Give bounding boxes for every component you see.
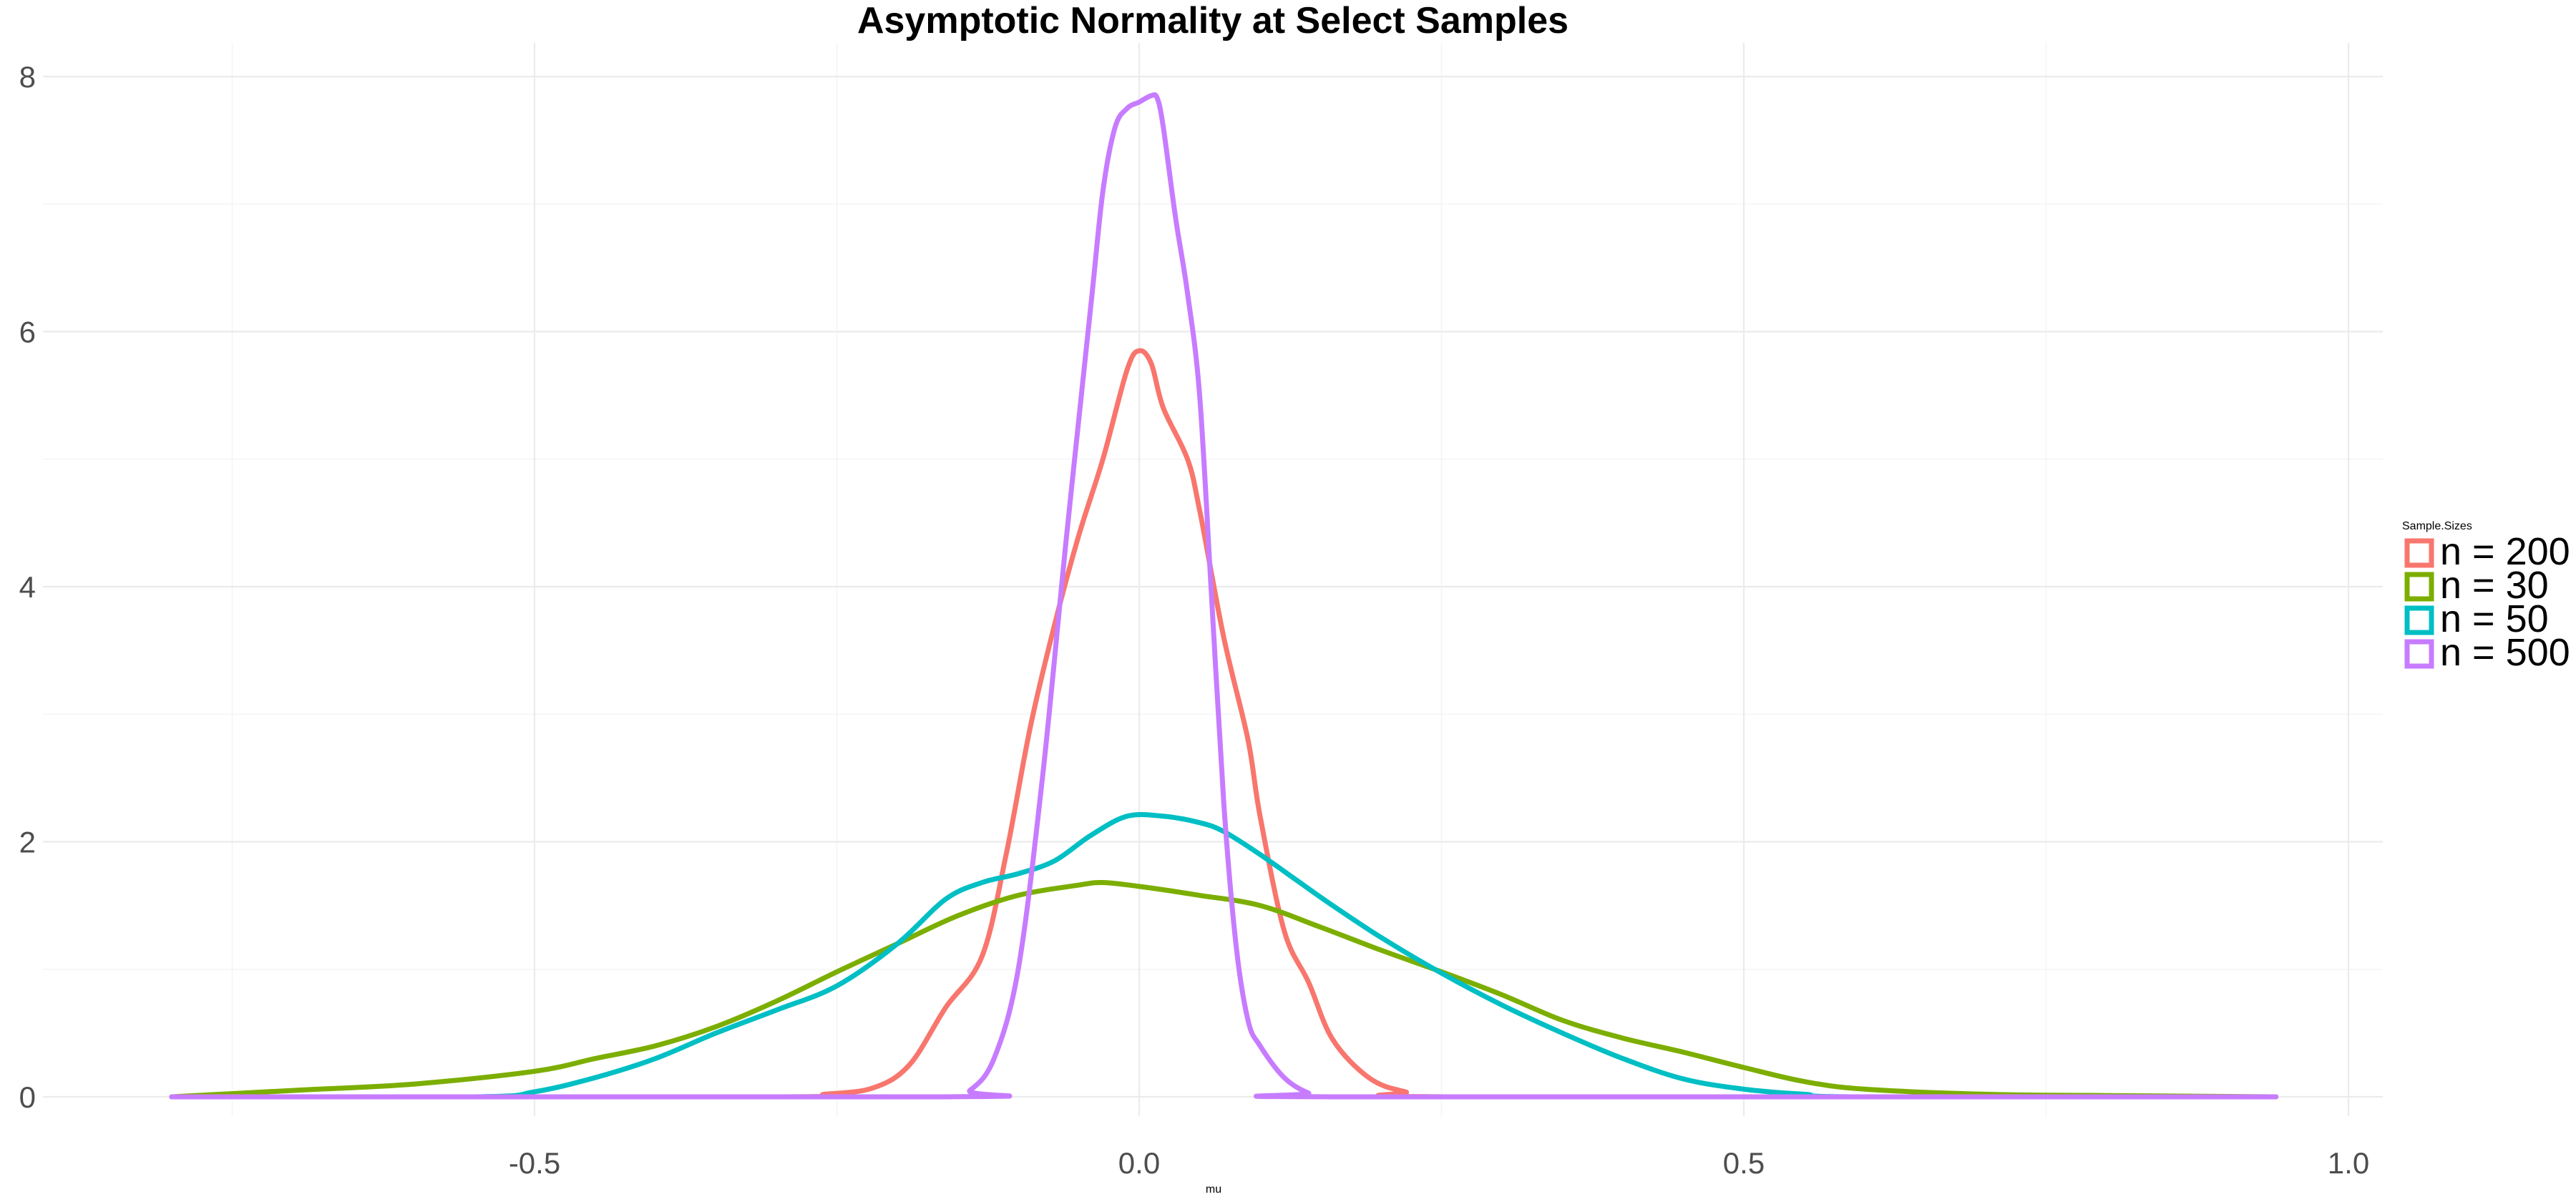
series-line-n-30	[169, 879, 2279, 1100]
y-tick-label: 2	[19, 826, 36, 859]
legend-key	[2404, 605, 2434, 635]
series-line-n-500	[169, 92, 2279, 1100]
y-tick-label: 4	[19, 570, 36, 604]
legend-key	[2404, 538, 2434, 568]
x-tick-label: -0.5	[509, 1146, 560, 1180]
legend-label: n = 500	[2440, 631, 2570, 674]
legend-label: n = 30	[2440, 564, 2549, 607]
legend-label: n = 200	[2440, 530, 2570, 573]
x-axis-ticks: -0.5 0.0 0.5 1.0	[509, 1146, 2369, 1180]
series-layer	[169, 92, 2279, 1100]
series-line-n-200	[169, 348, 2279, 1100]
y-tick-label: 0	[19, 1080, 36, 1114]
y-axis-ticks: 0 2 4 6 8	[19, 60, 36, 1114]
y-tick-label: 6	[19, 316, 36, 349]
x-axis-label: mu	[1206, 1183, 1221, 1196]
legend-title: Sample.Sizes	[2402, 520, 2472, 532]
x-tick-label: 0.5	[1723, 1146, 1765, 1180]
x-tick-label: 1.0	[2328, 1146, 2369, 1180]
y-tick-label: 8	[19, 60, 36, 94]
minor-grid	[43, 43, 2383, 1116]
series-line-n-50	[169, 811, 2279, 1100]
chart-title: Asymptotic Normality at Select Samples	[857, 0, 1568, 41]
legend-label: n = 50	[2440, 597, 2549, 640]
x-tick-label: 0.0	[1118, 1146, 1160, 1180]
legend-key	[2404, 639, 2434, 669]
legend-key	[2404, 572, 2434, 602]
